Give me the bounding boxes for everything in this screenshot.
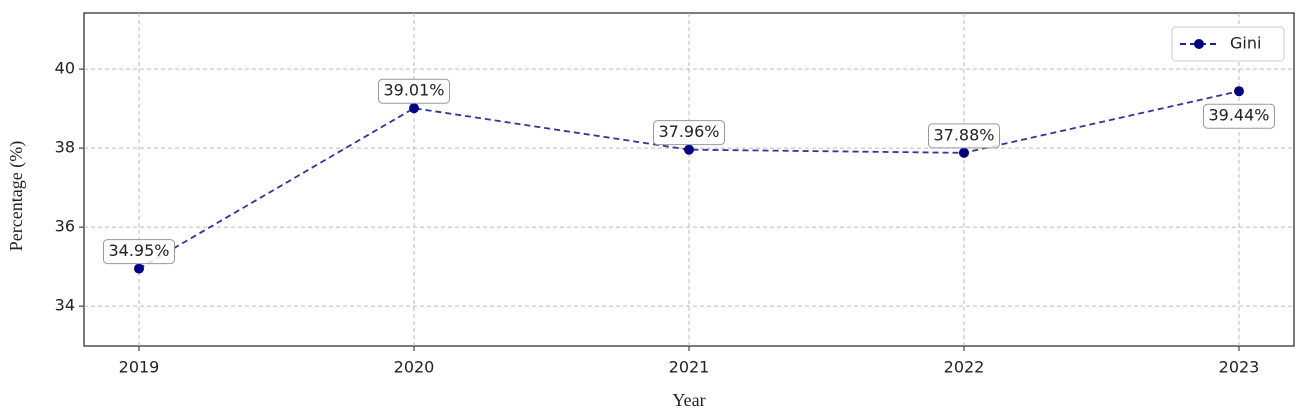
data-point [684,144,694,155]
value-label-box [377,78,451,104]
x-tick-label: 2022 [944,358,985,377]
y-tick-label: 34 [55,296,75,315]
data-point [1234,86,1244,97]
value-label: 39.01% [377,78,451,104]
x-tick-label: 2020 [394,358,435,377]
data-point [134,263,144,274]
value-label: 37.88% [927,123,1001,149]
data-line [138,90,1240,270]
value-label-box [102,239,176,265]
data-point [409,103,419,114]
legend-marker [1194,39,1204,49]
y-tick-label: 38 [55,138,75,157]
y-tick-label: 40 [55,59,75,78]
value-label-text: 37.88% [933,125,994,144]
x-tick-label: 2019 [119,358,160,377]
legend-box [1171,26,1285,62]
x-tick-label: 2023 [1219,358,1260,377]
value-label-box [927,123,1001,149]
x-tick-label: 2021 [669,358,710,377]
value-label-box [1202,103,1276,129]
value-label-text: 39.01% [383,81,444,100]
value-label-text: 39.44% [1208,106,1269,125]
data-point [959,147,969,158]
value-label-text: 37.96% [658,122,719,141]
x-axis-label: Year [672,390,705,410]
y-axis-label: Percentage (%) [6,141,27,251]
value-label-text: 34.95% [108,241,169,260]
y-tick-label: 36 [55,217,75,236]
value-label-box [652,120,726,146]
value-label: 39.44% [1202,103,1276,129]
legend-label: Gini [1230,34,1261,53]
value-label: 37.96% [652,120,726,146]
value-label: 34.95% [102,239,176,265]
